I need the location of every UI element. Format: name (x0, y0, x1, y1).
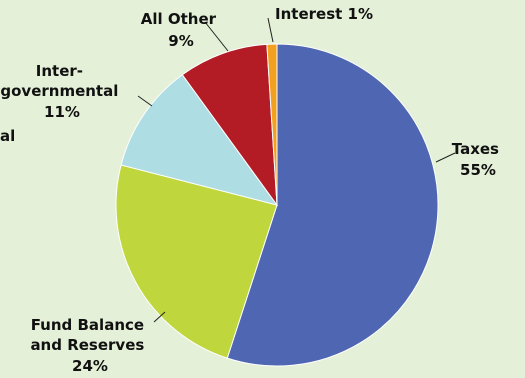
label-fund-line1: Fund Balance (31, 316, 144, 334)
label-interest: Interest 1% (275, 5, 373, 23)
label-fund-line2: and Reserves (30, 336, 144, 354)
pie-slice-taxes (226, 43, 439, 367)
pie-slice-inter-governmental (120, 74, 279, 206)
label-fund-balance: Fund Balance and Reserves 24% (30, 316, 149, 375)
label-all-other: All Other 9% (141, 10, 222, 50)
label-intergovernmental: Inter- governmental 11% (0, 62, 123, 121)
label-taxes-percent: 55% (460, 161, 496, 179)
label-fund-percent: 24% (72, 357, 108, 375)
leader-line-fund (153, 311, 166, 323)
label-cut-off: al (0, 127, 15, 145)
pie-slice-interest (266, 43, 278, 206)
label-taxes: Taxes 55% (452, 140, 504, 179)
leader-line-taxes (435, 152, 456, 163)
label-intergov-line1: Inter- (36, 62, 83, 80)
leader-line-intergov (137, 95, 153, 107)
leader-line-interest (267, 17, 274, 43)
pie-slice-all-other (181, 43, 278, 207)
label-other-percent: 9% (168, 32, 193, 50)
label-other-name: All Other (141, 10, 217, 28)
label-intergov-line2: governmental (0, 82, 118, 100)
label-intergov-percent: 11% (44, 103, 80, 121)
pie-slice-fund-balance-and-reserves (115, 164, 278, 359)
pie-slices (115, 43, 439, 367)
label-interest-text: Interest 1% (275, 5, 373, 23)
label-taxes-name: Taxes (452, 140, 499, 158)
leader-line-other (204, 21, 229, 52)
